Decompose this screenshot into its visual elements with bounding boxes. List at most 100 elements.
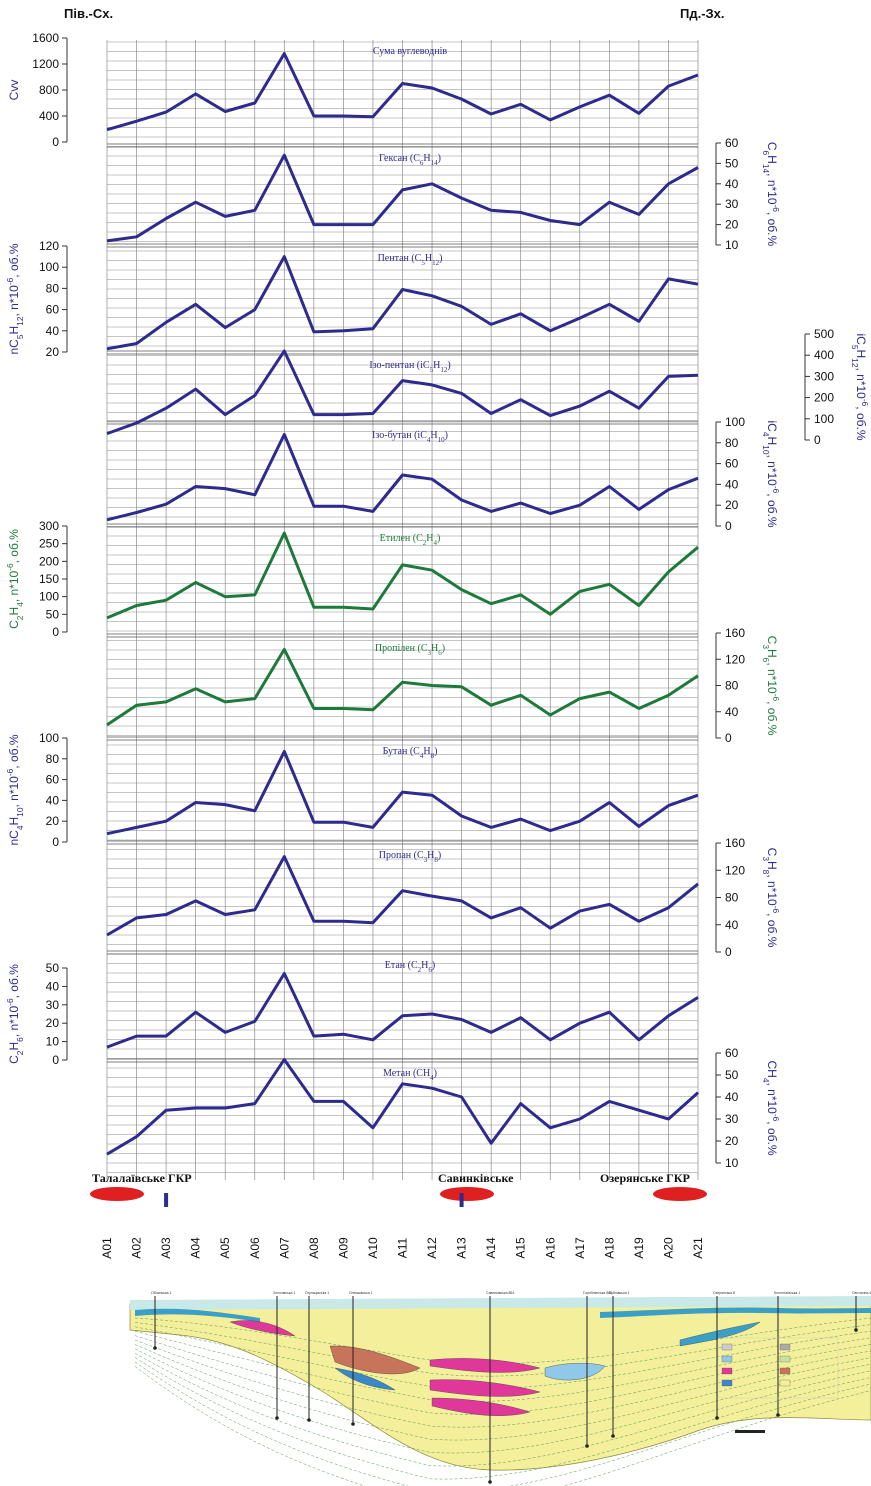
well-label: Озерянська 8 — [713, 1291, 735, 1295]
y-tick-label: 200 — [39, 554, 59, 568]
y-tick-label: 40 — [725, 705, 739, 719]
y-tick-label: 60 — [725, 136, 739, 150]
y-tick-label: 40 — [46, 979, 60, 993]
panel-pentane: Пентан (C5H12) 20 40 60 80 100 120 nC5H12, n*10… — [5, 239, 699, 359]
y-tick-label: 40 — [46, 324, 60, 338]
field-label: Савинківське — [438, 1171, 514, 1185]
panel-title: Пентан (C5H12) — [378, 253, 443, 267]
y-tick-label: 100 — [39, 590, 59, 604]
y-tick-label: 80 — [46, 752, 60, 766]
y-axis-label: Cvv — [7, 80, 21, 101]
x-tick-label: A12 — [425, 1237, 439, 1259]
y-tick-label: 80 — [46, 281, 60, 295]
field-label: Озерянське ГКР — [600, 1171, 690, 1185]
y-tick-label: 20 — [725, 1134, 739, 1148]
y-tick-label: 300 — [39, 519, 59, 533]
y-tick-label: 100 — [39, 260, 59, 274]
panel-title: Етилен (C2H4) — [380, 533, 441, 547]
panel-propylene: Пропілен (C3H6) 0 40 80 120 160 C3H6, n*10-6, … — [106, 626, 781, 745]
panel-title: Етан (C2H6) — [385, 960, 435, 974]
panel-title: Пропан (C3H8) — [379, 850, 441, 864]
panel-ethane: Етан (C2H6) 0 10 20 30 40 50 C2H6, n*10-6, об.% — [5, 960, 699, 1067]
y-tick-label: 50 — [725, 1068, 739, 1082]
panel-butane: Бутан (C4H8) 0 20 40 60 80 100 nC4H10, n*10-6, … — [5, 731, 699, 849]
x-tick-label: A19 — [632, 1237, 646, 1259]
panel-title: Пропілен (C3H6) — [375, 643, 445, 657]
y-tick-label: 0 — [725, 731, 732, 745]
y-tick-label: 10 — [46, 1035, 60, 1049]
y-tick-label: 30 — [725, 197, 739, 211]
y-tick-label: 200 — [814, 391, 834, 405]
panel-sum: Сума вуглеводнів 0 400 800 1200 1600 Cvv — [7, 31, 699, 149]
well-marker — [164, 1193, 169, 1207]
x-tick-label: A16 — [543, 1237, 557, 1259]
panel-title: Гексан (C6H14) — [379, 153, 441, 167]
y-tick-label: 500 — [814, 327, 834, 341]
section-legend — [717, 1337, 839, 1399]
y-tick-label: 80 — [725, 891, 739, 905]
y-tick-label: 400 — [39, 109, 59, 123]
y-tick-label: 40 — [725, 1090, 739, 1104]
panel-title: Метан (CH4) — [383, 1068, 437, 1082]
y-tick-label: 40 — [46, 793, 60, 807]
y-tick-label: 1600 — [32, 31, 59, 45]
field-marker — [90, 1187, 144, 1201]
y-axis-label: CH4, n*10-6, об.% — [761, 1060, 781, 1155]
panel-isopentane: Ізо-пентан (iC5H12) 0 100 200 300 400 500 iC5H1… — [106, 327, 870, 447]
panel-title: Бутан (C4H8) — [383, 746, 438, 760]
y-tick-label: 0 — [52, 835, 59, 849]
y-tick-label: 120 — [725, 652, 745, 666]
y-tick-label: 800 — [39, 83, 59, 97]
x-tick-label: A15 — [514, 1237, 528, 1259]
y-tick-label: 80 — [725, 436, 739, 450]
well-label: Колонтаївська 1 — [774, 1291, 800, 1295]
y-tick-label: 10 — [725, 1156, 739, 1170]
well-label: Обоянська 1 — [151, 1291, 172, 1295]
y-tick-label: 50 — [725, 156, 739, 170]
x-tick-label: A20 — [661, 1237, 675, 1259]
panel-title: Ізо-пентан (iC5H12) — [369, 360, 450, 374]
field-marker — [440, 1187, 494, 1201]
y-tick-label: 0 — [52, 1053, 59, 1067]
well-label: Бубнівська 1 — [609, 1291, 630, 1295]
well-label: Світлична 4 — [852, 1291, 871, 1295]
y-tick-label: 30 — [46, 998, 60, 1012]
reservoir-lens — [544, 1363, 606, 1381]
x-tick-label: A10 — [366, 1237, 380, 1259]
x-tick-label: A09 — [336, 1237, 350, 1259]
x-tick-label: A08 — [307, 1237, 321, 1259]
x-tick-label: A07 — [277, 1237, 291, 1259]
y-tick-label: 40 — [725, 918, 739, 932]
y-axis-label: iC5H12, n*10-6, об.% — [850, 333, 870, 440]
y-tick-label: 10 — [725, 238, 739, 252]
y-axis-label: C3H8, n*10-6, об.% — [761, 848, 781, 948]
y-tick-label: 400 — [814, 348, 834, 362]
panel-hexane: Гексан (C6H14) 10 20 30 40 50 60 C6H14, n*10-6,… — [106, 136, 781, 252]
panel-isobutane: Ізо-бутан (iC4H10) 0 20 40 60 80 100 iC4H10, n*… — [106, 415, 781, 533]
well-label: Золочівська 1 — [273, 1291, 295, 1295]
direction-northeast: Пів.-Сх. — [64, 6, 114, 21]
y-tick-label: 20 — [46, 1016, 60, 1030]
panel-ethylene: Етилен (C2H4) 0 50 100 150 200 250 300 C2H4, n*1… — [5, 519, 699, 639]
field-marker — [653, 1187, 707, 1201]
x-axis: A01 A02 A03 A04 A05 A06 A07 A08 A09 A10 A11 A12 A13 A… — [100, 1237, 705, 1259]
y-tick-label: 20 — [46, 814, 60, 828]
y-tick-label: 160 — [725, 626, 745, 640]
y-tick-label: 60 — [725, 457, 739, 471]
y-tick-label: 100 — [814, 412, 834, 426]
y-axis-label: nC5H12, n*10-6, об.% — [5, 243, 25, 354]
well-label: Гороблянська 860 — [583, 1291, 612, 1295]
y-tick-label: 30 — [725, 1112, 739, 1126]
y-tick-label: 80 — [725, 679, 739, 693]
grid — [106, 40, 699, 1180]
y-tick-label: 60 — [46, 773, 60, 787]
direction-southwest: Пд.-Зх. — [680, 6, 725, 21]
y-tick-label: 160 — [725, 836, 745, 850]
well-label: Огульцівська 1 — [305, 1291, 329, 1295]
x-tick-label: A17 — [573, 1237, 587, 1259]
x-tick-label: A21 — [691, 1237, 705, 1259]
x-tick-label: A04 — [189, 1237, 203, 1259]
y-tick-label: 50 — [46, 961, 60, 975]
y-tick-label: 1200 — [32, 57, 59, 71]
